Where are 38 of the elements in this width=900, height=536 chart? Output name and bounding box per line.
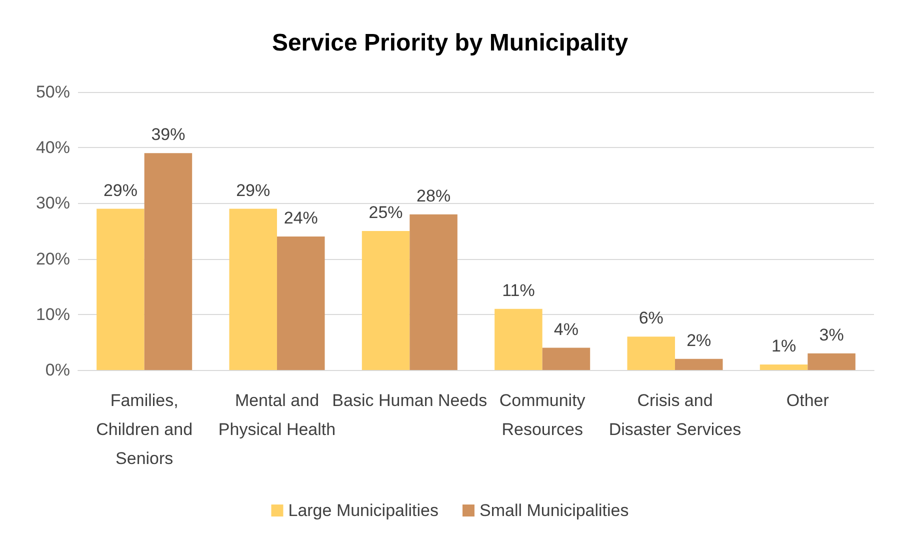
legend-label: Large Municipalities <box>288 501 438 520</box>
x-tick-label: Basic Human Needs <box>332 391 488 410</box>
data-label: 39% <box>151 125 186 144</box>
bar <box>410 214 458 370</box>
data-label: 29% <box>236 180 270 200</box>
data-label: 6% <box>638 308 664 328</box>
y-tick-label: 0% <box>45 360 70 380</box>
x-tick-label: Other <box>786 391 830 410</box>
data-label: 2% <box>686 330 712 350</box>
bar <box>808 353 856 370</box>
bar <box>627 336 675 370</box>
bar <box>494 308 542 370</box>
data-label: 24% <box>284 208 318 228</box>
y-tick-label: 50% <box>36 82 70 102</box>
data-label: 3% <box>819 325 844 344</box>
x-tick-label: Crisis and Disaster Services <box>608 391 742 439</box>
x-tick-label: Community Resources <box>499 391 586 439</box>
legend-label: Small Municipalities <box>479 501 629 520</box>
y-tick-label: 40% <box>36 138 70 158</box>
data-label: 29% <box>103 180 138 200</box>
y-tick-label: 10% <box>36 304 70 324</box>
data-label: 25% <box>368 203 403 222</box>
data-label: 11% <box>502 280 535 300</box>
bar <box>144 153 192 370</box>
bar <box>277 236 325 370</box>
data-label: 28% <box>416 186 451 206</box>
bar <box>96 208 144 370</box>
bar <box>362 231 410 370</box>
y-tick-label: 20% <box>36 249 70 268</box>
bar <box>542 348 590 370</box>
data-label: 4% <box>554 320 578 339</box>
bar <box>675 358 723 370</box>
data-label: 1% <box>772 336 796 356</box>
chart-title: Service Priority by Municipality <box>272 30 629 56</box>
bar <box>229 208 277 370</box>
x-tick-label: Families, Children and Seniors <box>96 391 193 468</box>
bar <box>760 364 808 370</box>
y-tick-label: 30% <box>36 194 70 213</box>
